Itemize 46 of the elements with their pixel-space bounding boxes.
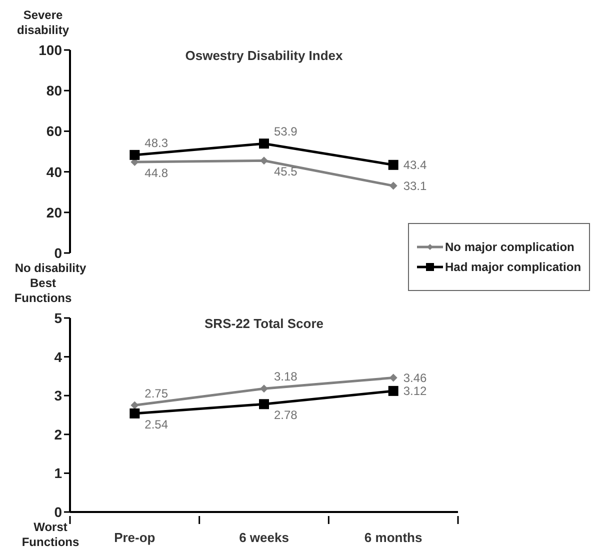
- data-label: 44.8: [144, 166, 168, 180]
- point: [388, 386, 398, 396]
- text: Worst Functions: [20, 520, 80, 550]
- y-tick-label: 4: [54, 348, 62, 365]
- y-tick-label: 40: [46, 164, 62, 180]
- point: [260, 156, 268, 165]
- y-tick-label: 20: [46, 204, 62, 220]
- point: [260, 384, 268, 393]
- text: Severe disability: [16, 8, 70, 38]
- point: [389, 182, 398, 190]
- point: [130, 401, 139, 410]
- legend-label: No major complication: [445, 240, 574, 254]
- data-label: 33.1: [403, 178, 428, 193]
- point: [259, 138, 269, 149]
- point: [389, 374, 398, 382]
- y-tick-label: 0: [54, 504, 62, 520]
- data-label: 53.9: [274, 124, 298, 139]
- y-tick-label: 2: [54, 426, 62, 442]
- point: [388, 160, 398, 170]
- chart-title: SRS-22 Total Score: [204, 316, 324, 331]
- x-tick-label: Pre-op: [114, 530, 156, 545]
- point: [130, 150, 140, 160]
- y-tick-label: 100: [38, 42, 62, 58]
- data-label: 3.12: [403, 384, 428, 398]
- y-tick-label: 60: [46, 123, 62, 140]
- data-label: 2.54: [144, 417, 168, 432]
- legend-label: Had major complication: [445, 260, 582, 274]
- data-label: 45.5: [274, 164, 298, 179]
- point: [259, 399, 269, 410]
- y-tick-label: 5: [54, 310, 62, 326]
- data-label: 3.46: [403, 370, 428, 385]
- data-label: 48.3: [144, 136, 168, 150]
- data-label: 43.4: [403, 158, 428, 172]
- data-label: 3.18: [274, 370, 298, 384]
- chart-title: Oswestry Disability Index: [184, 48, 344, 63]
- data-label: 2.78: [274, 408, 298, 422]
- data-label: 2.75: [144, 386, 168, 400]
- text: Best Functions: [13, 276, 73, 306]
- x-tick-label: 6 weeks: [239, 530, 289, 545]
- y-tick-label: 1: [54, 465, 62, 482]
- x-tick-label: 6 months: [364, 530, 422, 545]
- y-tick-label: 80: [46, 82, 62, 99]
- y-tick-label: 3: [54, 388, 62, 404]
- y-tick-label: 0: [54, 244, 62, 261]
- point: [130, 408, 140, 418]
- text: No disability: [14, 261, 88, 276]
